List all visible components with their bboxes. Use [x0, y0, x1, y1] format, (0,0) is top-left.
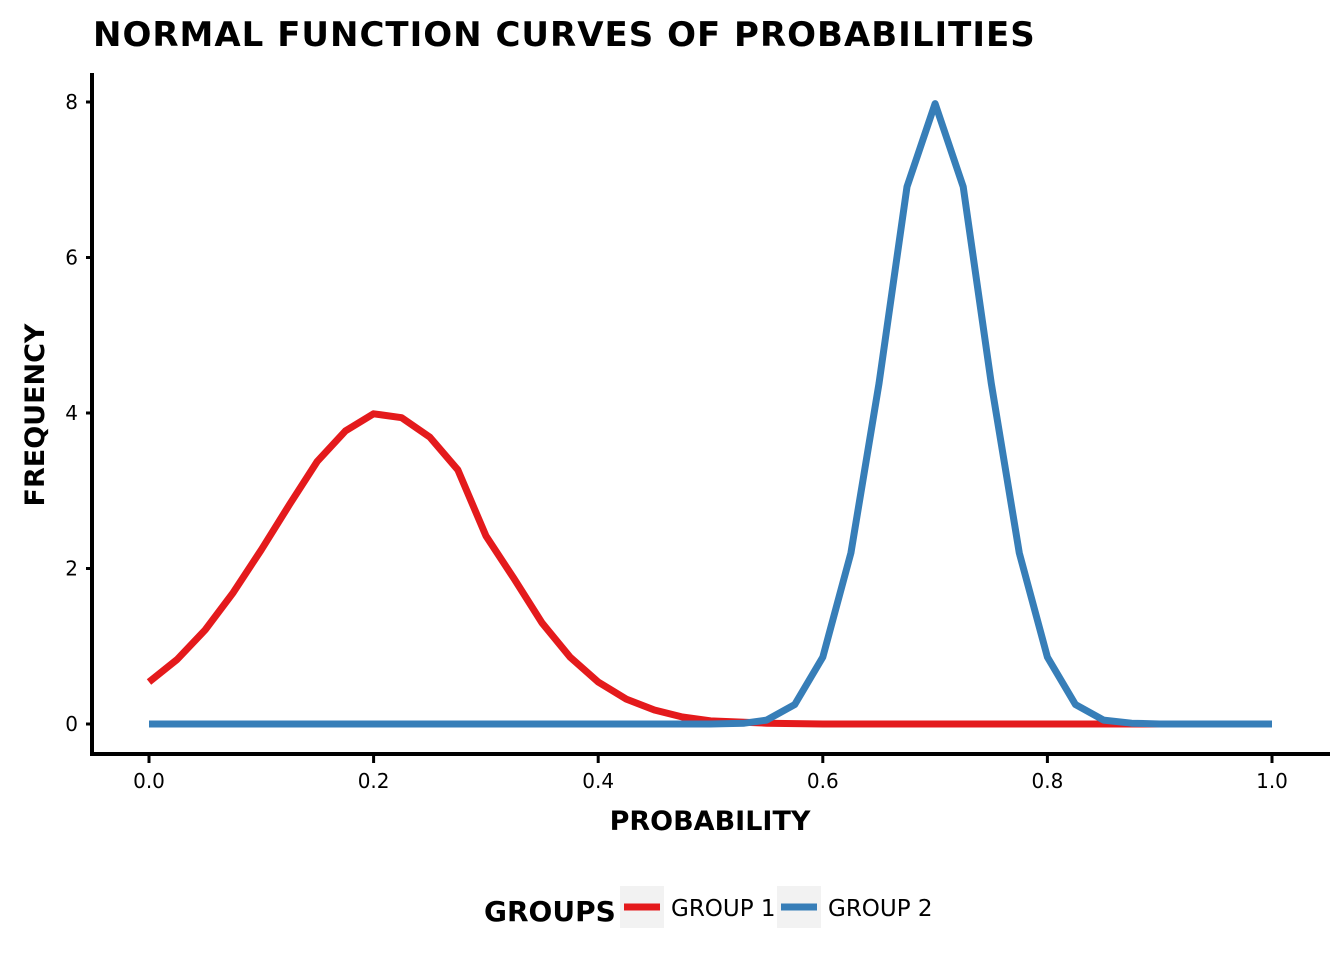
y-tick-label: 0 [65, 712, 78, 736]
x-tick-label: 0.2 [358, 769, 390, 793]
x-tick-label: 0.6 [807, 769, 839, 793]
y-axis-ticks: 0 2 4 6 8 [65, 90, 92, 736]
x-tick-label: 0.0 [133, 769, 165, 793]
x-tick-label: 0.4 [582, 769, 614, 793]
legend: GROUPS GROUP 1 GROUP 2 [484, 886, 933, 928]
y-tick-label: 2 [65, 557, 78, 581]
legend-items: GROUP 1 GROUP 2 [620, 886, 933, 928]
y-axis-label: FREQUENCY [20, 323, 51, 506]
x-tick-label: 1.0 [1256, 769, 1288, 793]
legend-item-label: GROUP 1 [671, 896, 776, 922]
series-line-group-1 [146, 410, 1272, 728]
series-layer [146, 100, 1272, 728]
legend-title: GROUPS [484, 895, 616, 928]
y-tick-label: 6 [65, 246, 78, 270]
legend-item-label: GROUP 2 [828, 896, 933, 922]
x-axis-ticks: 0.0 0.2 0.4 0.6 0.8 1.0 [133, 756, 1288, 793]
chart-title: NORMAL FUNCTION CURVES OF PROBABILITIES [93, 15, 1036, 55]
y-tick-label: 8 [65, 90, 78, 114]
x-axis-label: PROBABILITY [610, 806, 811, 837]
y-tick-label: 4 [65, 401, 78, 425]
x-tick-label: 0.8 [1031, 769, 1063, 793]
series-line-group-2 [149, 100, 1272, 728]
